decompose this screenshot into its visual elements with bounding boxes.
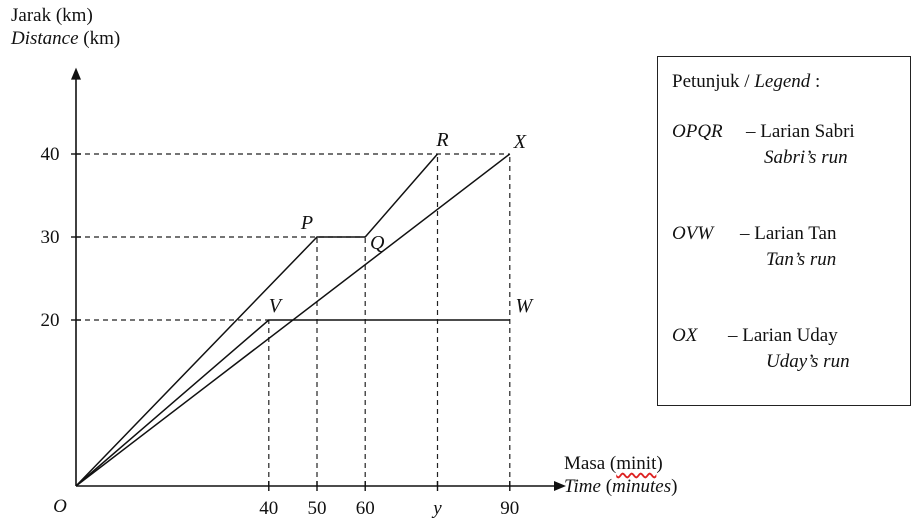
y-axis-title-unit: (km) (78, 28, 121, 49)
x-axis-title-italic: Time (564, 476, 601, 497)
x-tick-label: 60 (356, 498, 375, 519)
x-axis-title: Masa (minit) Time (minutes) (564, 452, 677, 498)
legend-code: OX (672, 325, 698, 346)
legend-title: Petunjuk / Legend : (672, 71, 820, 93)
legend-sub: Sabri’s run (764, 147, 848, 168)
legend-title-post: : (810, 71, 821, 92)
x-axis-arrow (554, 481, 566, 491)
legend-label: – Larian Sabri (746, 121, 855, 142)
y-axis-title-line1: Jarak (km) (11, 5, 93, 26)
point-label-w: W (515, 295, 534, 317)
y-tick-label: 40 (41, 144, 60, 165)
x-tick-label: 40 (259, 498, 278, 519)
y-axis-arrow (71, 67, 81, 80)
y-tick-label: 20 (41, 310, 60, 331)
x-tick-label: 90 (500, 498, 519, 519)
series-line-opqr (75, 153, 439, 487)
legend-title-pre: Petunjuk / (672, 71, 755, 92)
origin-label: O (53, 496, 67, 517)
legend-sub: Uday’s run (766, 351, 850, 372)
x-axis-title-end: ) (671, 476, 678, 497)
point-label-q: Q (370, 232, 385, 254)
point-label-r: R (435, 129, 448, 151)
x-axis-title-pre: Masa ( (564, 453, 617, 474)
legend-sub: Tan’s run (766, 249, 837, 270)
point-label-p: P (300, 212, 313, 234)
y-axis-title: Jarak (km) Distance (km) (11, 4, 120, 50)
point-label-x: X (513, 131, 527, 153)
y-axis-title-line2: Distance (km) (11, 27, 120, 50)
legend-label: – Larian Uday (728, 325, 838, 346)
legend-label: – Larian Tan (740, 223, 837, 244)
x-axis-title-post: ) (656, 453, 663, 474)
legend-entry-ox: OX – Larian Uday Uday’s run (672, 325, 850, 372)
x-axis-title-line1: Masa (minit) (564, 452, 677, 475)
legend-title-italic: Legend (754, 71, 811, 92)
series-line-ovw (75, 319, 510, 487)
legend-code: OPQR (672, 121, 723, 142)
x-tick-label: 50 (308, 498, 327, 519)
legend-entry-opqr: OPQR – Larian Sabri Sabri’s run (672, 121, 855, 168)
x-axis-title-italic2: minutes (612, 476, 672, 497)
y-tick-label: 30 (41, 227, 60, 248)
legend-entry-ovw: OVW – Larian Tan Tan’s run (672, 223, 837, 270)
x-axis-title-squiggle: minit (616, 453, 657, 474)
legend: Petunjuk / Legend : OPQR – Larian Sabri S… (657, 56, 911, 406)
legend-code: OVW (672, 223, 714, 244)
x-axis-title-line2: Time (minutes) (564, 475, 677, 498)
x-axis-title-rest: ( (600, 476, 613, 497)
y-axis-title-italic: Distance (11, 28, 79, 49)
x-tick-label: y (431, 498, 442, 519)
point-label-v: V (269, 295, 284, 317)
series-line-ox (75, 153, 511, 487)
